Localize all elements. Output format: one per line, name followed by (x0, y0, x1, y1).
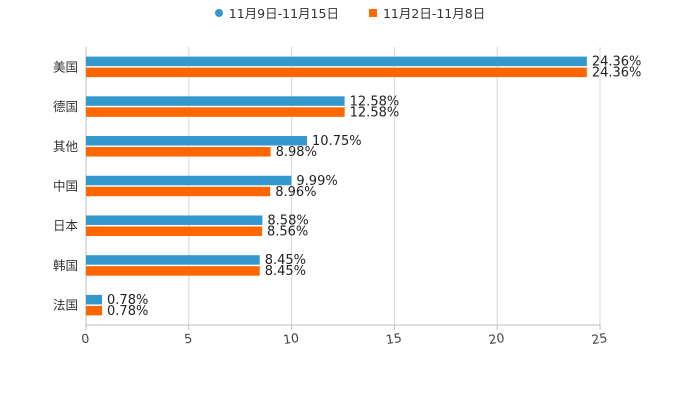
bar-series-2-1 (86, 107, 345, 117)
x-tick-label-15: 15 (385, 330, 403, 347)
data-label-series-2-5: 8.45% (265, 264, 306, 279)
legend-item-series-2[interactable]: 11月2日-11月8日 (368, 3, 486, 22)
bar-series-2-6 (86, 305, 103, 316)
y-category-label-2: 其他 (53, 139, 79, 154)
bar-series-2-5 (86, 266, 260, 276)
x-tick-label-10: 10 (282, 330, 300, 347)
data-label-series-1-3: 9.99% (296, 174, 337, 189)
legend: 11月9日-11月15日 11月2日-11月8日 (0, 3, 700, 22)
bar-series-1-3 (86, 175, 292, 186)
data-label-series-2-4: 8.56% (267, 224, 308, 239)
y-category-label-3: 中国 (53, 179, 78, 194)
data-label-series-2-0: 24.36% (592, 66, 642, 81)
data-label-series-1-0: 24.36% (592, 55, 642, 70)
data-label-series-2-6: 0.78% (107, 304, 148, 319)
x-tick-label-20: 20 (488, 330, 506, 347)
legend-square-icon (368, 8, 377, 17)
y-category-label-6: 法国 (53, 298, 78, 313)
bar-series-1-4 (86, 215, 263, 225)
x-tick-label-0: 0 (80, 331, 90, 347)
data-label-series-2-1: 12.58% (350, 105, 400, 120)
data-label-series-1-1: 12.58% (350, 94, 400, 109)
bar-series-1-5 (86, 255, 260, 265)
y-category-label-0: 美国 (53, 59, 78, 74)
bar-series-2-0 (86, 67, 587, 78)
legend-label-series-1: 11月9日-11月15日 (228, 6, 339, 21)
legend-item-series-1[interactable]: 11月9日-11月15日 (214, 3, 339, 22)
bar-series-2-2 (86, 147, 271, 157)
legend-label-series-2: 11月2日-11月8日 (382, 6, 486, 21)
x-tick-label-5: 5 (183, 331, 193, 347)
data-label-series-1-5: 8.45% (265, 253, 306, 268)
bar-series-1-0 (86, 56, 587, 67)
legend-circle-icon (214, 8, 223, 17)
y-category-label-4: 日本 (53, 218, 79, 233)
bar-series-1-6 (86, 294, 103, 305)
data-label-series-1-4: 8.58% (267, 213, 308, 228)
data-label-series-1-6: 0.78% (107, 293, 148, 308)
data-label-series-1-2: 10.75% (312, 134, 362, 149)
data-label-series-2-2: 8.98% (276, 145, 317, 160)
bar-series-2-3 (86, 186, 271, 197)
bar-series-1-2 (86, 136, 308, 146)
y-category-label-1: 德国 (53, 99, 78, 114)
y-category-label-5: 韩国 (53, 258, 78, 273)
bar-series-1-1 (86, 96, 345, 106)
bar-series-2-4 (86, 226, 262, 236)
x-tick-label-25: 25 (590, 330, 608, 347)
data-label-series-2-3: 8.96% (275, 185, 316, 200)
